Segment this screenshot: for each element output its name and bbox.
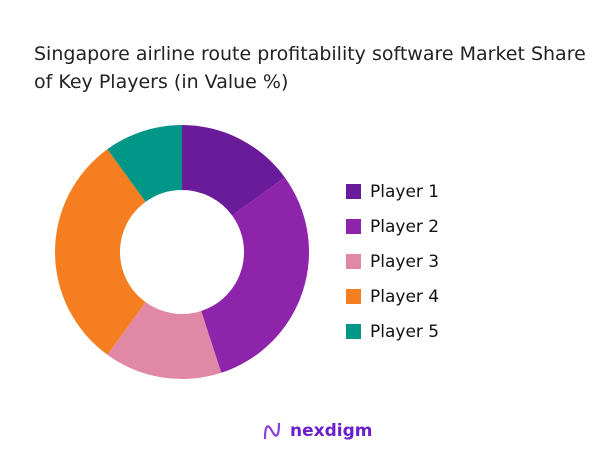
slice-player-5 — [107, 125, 182, 202]
legend-label: Player 2 — [370, 216, 440, 237]
legend-swatch — [346, 324, 361, 339]
legend-swatch — [346, 219, 361, 234]
legend-label: Player 3 — [370, 251, 440, 272]
slice-player-2 — [201, 177, 309, 373]
slice-player-1 — [182, 125, 285, 216]
legend-swatch — [346, 254, 361, 269]
legend: Player 1 Player 2 Player 3 Player 4 Player 5 — [346, 174, 439, 349]
brand-logo: nexdigm — [262, 420, 372, 442]
chart-title: Singapore airline route profitability so… — [34, 43, 586, 93]
legend-item: Player 1 — [346, 174, 439, 209]
legend-item: Player 2 — [346, 209, 439, 244]
legend-label: Player 1 — [370, 181, 440, 202]
slice-player-4 — [54, 149, 146, 355]
legend-label: Player 4 — [370, 286, 440, 307]
nexdigm-logo-icon — [263, 422, 281, 440]
legend-label: Player 5 — [370, 321, 440, 342]
slice-player-3 — [107, 302, 222, 379]
legend-swatch — [346, 289, 361, 304]
legend-item: Player 4 — [346, 279, 439, 314]
legend-item: Player 5 — [346, 314, 439, 349]
legend-swatch — [346, 184, 361, 199]
brand-name: nexdigm — [290, 421, 373, 441]
legend-item: Player 3 — [346, 244, 439, 279]
